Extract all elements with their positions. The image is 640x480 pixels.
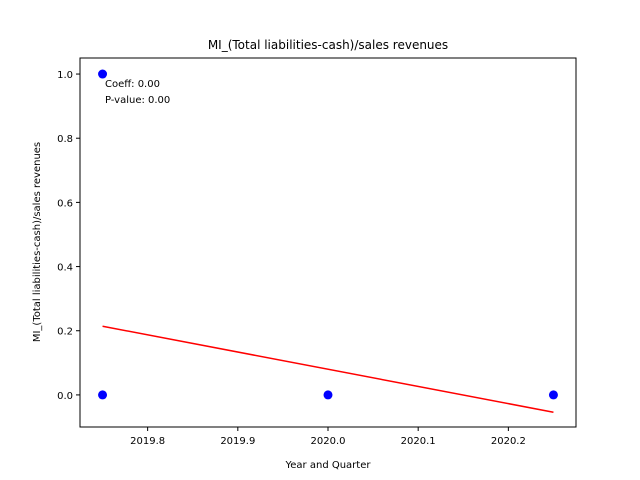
data-point-2 <box>323 390 333 400</box>
x-tick-label-4: 2020.2 <box>491 436 526 447</box>
data-point-3 <box>548 390 558 400</box>
plot-area: 2019.8 2019.9 2020.0 2020.1 2020.2 0.0 0.2 0.4 0… <box>57 57 577 447</box>
y-tick-label-5: 1.0 <box>57 70 73 81</box>
y-tick-label-2: 0.4 <box>57 263 73 274</box>
y-tick-label-0: 0.0 <box>57 391 73 402</box>
data-point-1 <box>98 390 108 400</box>
x-tick-label-1: 2019.9 <box>220 436 255 447</box>
regression-line <box>102 325 554 413</box>
y-tick-label-3: 0.6 <box>57 198 73 209</box>
x-tick-label-2: 2020.0 <box>311 436 346 447</box>
coefficient-annotation: Coeff: 0.00 <box>105 79 160 90</box>
y-tick-label-1: 0.2 <box>57 327 73 338</box>
y-tick-label-4: 0.8 <box>57 134 73 145</box>
p-value-annotation: P-value: 0.00 <box>105 95 170 106</box>
y-axis-label: MI_(Total liabilities-cash)/sales revenu… <box>32 142 43 342</box>
chart-title: MI_(Total liabilities-cash)/sales revenu… <box>208 38 448 52</box>
data-point-0 <box>98 69 108 79</box>
x-tick-label-0: 2019.8 <box>130 436 165 447</box>
x-tick-label-3: 2020.1 <box>401 436 436 447</box>
x-axis-label: Year and Quarter <box>285 460 372 471</box>
